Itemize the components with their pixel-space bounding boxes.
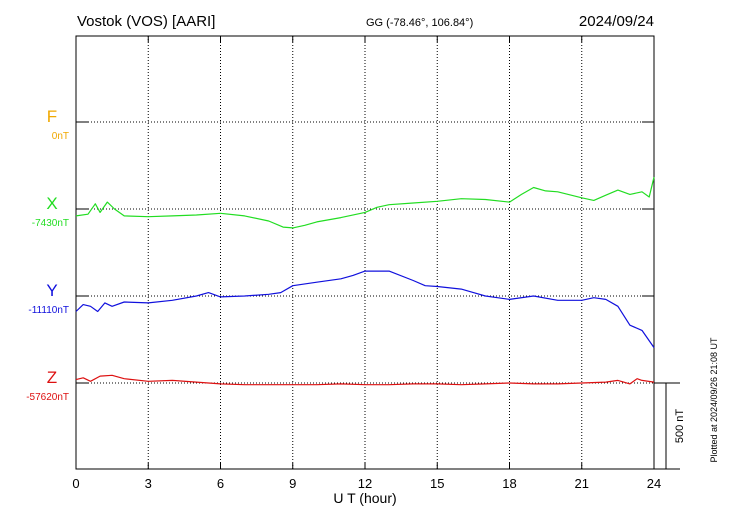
scale-bar: 500 nT: [654, 382, 686, 470]
x-tick-label: 15: [430, 476, 444, 491]
x-tick-label: 21: [575, 476, 589, 491]
x-tick-label: 0: [72, 476, 79, 491]
series-line-X: [75, 177, 655, 229]
plotted-at-note: Plotted at 2024/09/26 21:08 UT: [709, 337, 719, 463]
x-tick-label: 12: [358, 476, 372, 491]
series-lines: [75, 177, 655, 386]
component-label-Y: Y: [46, 281, 57, 300]
coordinates-label: GG (-78.46°, 106.84°): [366, 17, 473, 29]
series-line-Y: [75, 270, 655, 348]
scale-bar-label: 500 nT: [674, 409, 686, 444]
component-label-F: F: [47, 107, 57, 126]
x-axis-label: U T (hour): [333, 490, 396, 506]
date-label: 2024/09/24: [579, 13, 654, 30]
x-tick-label: 6: [217, 476, 224, 491]
baseline-label-X: -7430nT: [32, 218, 69, 229]
x-tick-label: 9: [289, 476, 296, 491]
component-label-X: X: [46, 194, 57, 213]
baseline-label-Y: -11110nT: [28, 305, 69, 316]
x-tick-label: 3: [145, 476, 152, 491]
baseline-label-Z: -57620nT: [26, 392, 69, 403]
baseline-label-F: 0nT: [52, 131, 69, 142]
series-line-Z: [75, 374, 655, 386]
x-tick-label: 18: [502, 476, 516, 491]
x-tick-label: 24: [647, 476, 661, 491]
component-label-Z: Z: [47, 368, 57, 387]
baseline-ticks: [76, 121, 654, 384]
x-axis: 0 3 6 9 12 15 18 21 24: [72, 36, 661, 491]
station-title: Vostok (VOS) [AARI]: [77, 13, 215, 30]
baseline-gridlines: [76, 121, 654, 384]
